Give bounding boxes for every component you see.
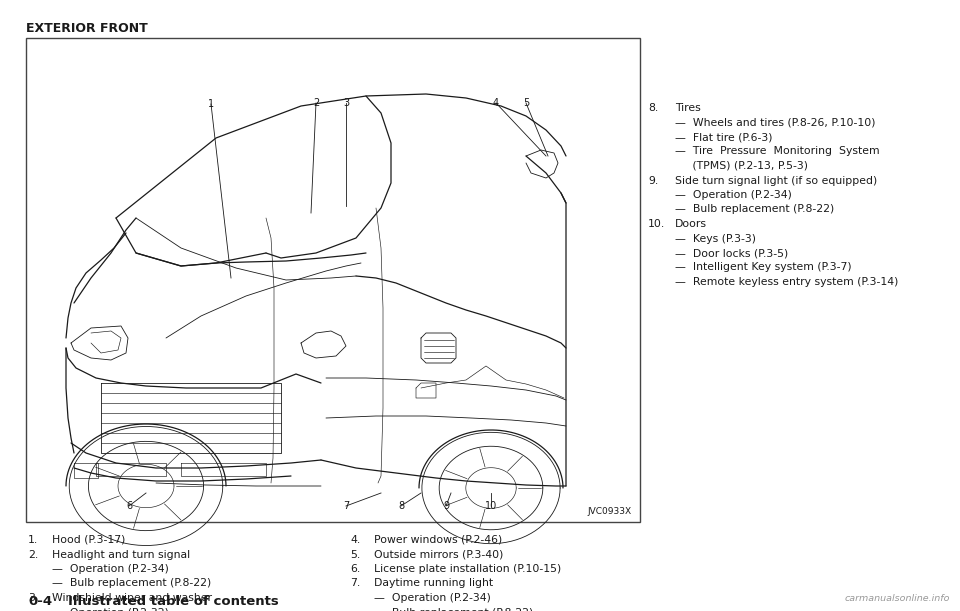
Text: —  Tire  Pressure  Monitoring  System: — Tire Pressure Monitoring System — [675, 147, 879, 156]
Text: Power windows (P.2-46): Power windows (P.2-46) — [374, 535, 502, 545]
Text: —  Operation (P.2-34): — Operation (P.2-34) — [374, 593, 491, 603]
Text: 7: 7 — [343, 501, 349, 511]
Text: Side turn signal light (if so equipped): Side turn signal light (if so equipped) — [675, 175, 877, 186]
Text: —  Operation (P.2-34): — Operation (P.2-34) — [52, 564, 169, 574]
Text: 3.: 3. — [28, 593, 38, 603]
Text: License plate installation (P.10-15): License plate installation (P.10-15) — [374, 564, 562, 574]
Text: 7.: 7. — [350, 579, 360, 588]
Text: 8.: 8. — [648, 103, 659, 113]
Text: 2.: 2. — [28, 549, 38, 560]
Text: —  Bulb replacement (P.8-22): — Bulb replacement (P.8-22) — [675, 205, 834, 214]
Text: Windshield wiper and washer: Windshield wiper and washer — [52, 593, 212, 603]
Text: —  Operation (P.2-34): — Operation (P.2-34) — [675, 190, 792, 200]
Text: —  Flat tire (P.6-3): — Flat tire (P.6-3) — [675, 132, 773, 142]
Text: 2: 2 — [313, 98, 319, 108]
Text: 3: 3 — [343, 98, 349, 108]
Text: 1.: 1. — [28, 535, 38, 545]
Text: Doors: Doors — [675, 219, 707, 229]
Text: —  Wheels and tires (P.8-26, P.10-10): — Wheels and tires (P.8-26, P.10-10) — [675, 117, 876, 128]
Text: 8: 8 — [398, 501, 404, 511]
Text: —  Door locks (P.3-5): — Door locks (P.3-5) — [675, 248, 788, 258]
Text: 9.: 9. — [648, 175, 659, 186]
Text: (TPMS) (P.2-13, P.5-3): (TPMS) (P.2-13, P.5-3) — [675, 161, 808, 171]
Text: 1: 1 — [208, 99, 214, 109]
Text: Illustrated table of contents: Illustrated table of contents — [68, 595, 278, 608]
Text: Daytime running light: Daytime running light — [374, 579, 493, 588]
Text: —  Remote keyless entry system (P.3-14): — Remote keyless entry system (P.3-14) — [675, 277, 899, 287]
Bar — [26, 38, 640, 522]
Text: Hood (P.3-17): Hood (P.3-17) — [52, 535, 126, 545]
Text: Outside mirrors (P.3-40): Outside mirrors (P.3-40) — [374, 549, 503, 560]
Text: —  Bulb replacement (P.8-22): — Bulb replacement (P.8-22) — [52, 579, 211, 588]
Text: —  Bulb replacement (P.8-22): — Bulb replacement (P.8-22) — [374, 607, 533, 611]
Text: 4.: 4. — [350, 535, 360, 545]
Text: 5: 5 — [523, 98, 529, 108]
Text: 5.: 5. — [350, 549, 360, 560]
Text: carmanualsonline.info: carmanualsonline.info — [845, 594, 950, 603]
Text: JVC0933X: JVC0933X — [588, 507, 632, 516]
Text: 9: 9 — [443, 501, 449, 511]
Text: 4: 4 — [492, 98, 499, 108]
Text: 10.: 10. — [648, 219, 665, 229]
Text: —  Keys (P.3-3): — Keys (P.3-3) — [675, 233, 756, 244]
Text: Tires: Tires — [675, 103, 701, 113]
Text: Headlight and turn signal: Headlight and turn signal — [52, 549, 190, 560]
Text: —  Intelligent Key system (P.3-7): — Intelligent Key system (P.3-7) — [675, 263, 852, 273]
Text: 6.: 6. — [350, 564, 360, 574]
Text: —  Operation (P.2-32): — Operation (P.2-32) — [52, 607, 169, 611]
Text: EXTERIOR FRONT: EXTERIOR FRONT — [26, 22, 148, 35]
Text: 0-4: 0-4 — [28, 595, 52, 608]
Text: 6: 6 — [126, 501, 132, 511]
Text: 10: 10 — [485, 501, 497, 511]
